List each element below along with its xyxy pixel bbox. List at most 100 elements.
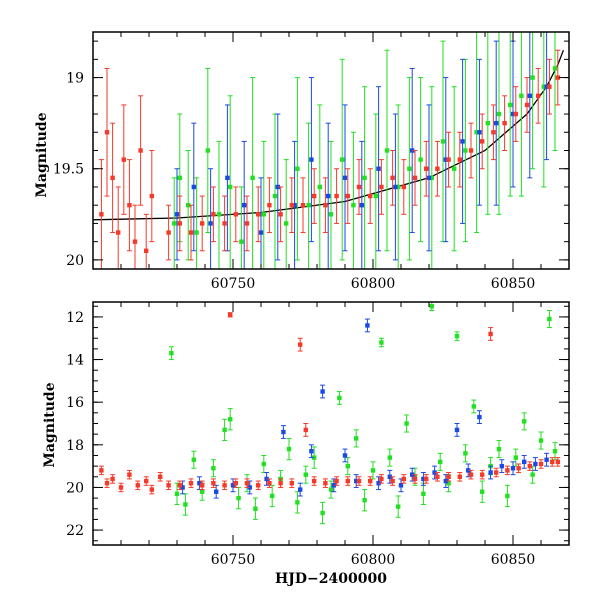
data-point <box>488 470 493 475</box>
data-point <box>306 202 311 208</box>
data-point <box>410 148 415 153</box>
series-0 <box>168 302 558 525</box>
data-point <box>144 478 149 484</box>
data-point <box>421 491 426 497</box>
series-1 <box>180 318 550 499</box>
data-point <box>295 166 300 171</box>
data-point <box>258 230 264 235</box>
x-tick-label: 60850 <box>491 276 536 292</box>
data-point <box>362 175 367 181</box>
data-point <box>121 157 126 162</box>
data-point <box>200 483 205 488</box>
data-point <box>275 184 280 190</box>
data-point <box>454 427 460 433</box>
data-point <box>135 483 140 488</box>
x-tick-label: 60750 <box>211 552 256 568</box>
data-point <box>233 212 238 217</box>
data-point <box>502 120 507 126</box>
data-point <box>127 472 132 477</box>
data-point <box>186 202 191 208</box>
data-point <box>510 111 516 117</box>
data-point <box>110 476 115 482</box>
data-point <box>312 478 317 484</box>
data-point <box>536 93 541 99</box>
data-point <box>228 184 233 190</box>
data-point <box>211 212 216 217</box>
data-point <box>519 93 524 99</box>
data-point <box>242 202 247 208</box>
data-point <box>396 504 401 509</box>
data-point <box>270 493 275 499</box>
data-point <box>286 446 292 452</box>
data-point <box>320 389 325 394</box>
data-point <box>345 478 350 484</box>
x-tick-label: 60750 <box>211 276 256 292</box>
data-point <box>244 480 250 486</box>
data-point <box>132 239 138 244</box>
data-point <box>499 463 504 469</box>
data-point <box>544 84 549 89</box>
y-tick-label: 16 <box>66 395 84 411</box>
data-point <box>177 483 182 488</box>
data-point <box>267 202 272 208</box>
data-point <box>555 75 560 80</box>
data-point <box>278 212 283 217</box>
data-point <box>177 221 182 226</box>
data-point <box>174 491 180 497</box>
data-point <box>393 184 398 190</box>
data-point <box>401 476 406 482</box>
data-point <box>250 175 255 181</box>
data-point <box>158 474 163 479</box>
data-point <box>197 480 202 486</box>
data-point <box>379 340 384 345</box>
data-point <box>362 498 367 503</box>
data-point <box>110 175 115 181</box>
data-point <box>379 184 384 190</box>
data-point <box>194 230 199 235</box>
data-point <box>398 483 404 488</box>
data-point <box>547 84 552 89</box>
data-point <box>463 451 468 456</box>
data-point <box>485 120 490 126</box>
data-point <box>438 459 443 465</box>
data-point <box>328 487 334 492</box>
data-point <box>426 175 432 181</box>
x-axis-title: HJD−2400000 <box>275 571 387 587</box>
data-point <box>99 468 104 473</box>
x-tick-label: 60800 <box>351 276 396 292</box>
data-point <box>365 323 370 328</box>
series-0 <box>171 32 558 269</box>
data-point <box>247 485 252 490</box>
data-point <box>166 230 171 235</box>
data-point <box>524 102 530 108</box>
data-point <box>538 461 544 467</box>
data-point <box>284 221 289 226</box>
y-axis-title-bottom: Magnitude <box>42 382 58 467</box>
data-point <box>345 463 350 469</box>
data-point <box>149 193 154 199</box>
data-point <box>443 478 448 484</box>
data-point <box>505 468 510 473</box>
data-point <box>513 455 518 460</box>
data-point <box>488 331 493 337</box>
series-1 <box>174 32 550 269</box>
data-point <box>494 470 499 475</box>
data-point <box>183 502 188 507</box>
y-tick-label: 20 <box>66 253 84 269</box>
data-point <box>384 148 390 153</box>
data-point <box>412 476 418 482</box>
data-point <box>454 333 460 339</box>
data-point <box>267 480 272 486</box>
data-point <box>191 457 196 462</box>
y-tick-label: 22 <box>66 523 84 539</box>
data-point <box>149 487 154 492</box>
data-point <box>541 84 546 89</box>
data-point <box>480 489 485 494</box>
data-point <box>295 500 300 505</box>
data-point <box>326 193 331 199</box>
y-tick-label: 19.5 <box>53 162 84 178</box>
data-point <box>407 166 412 171</box>
data-point <box>468 148 474 153</box>
data-point <box>200 489 205 494</box>
data-point <box>424 476 429 482</box>
